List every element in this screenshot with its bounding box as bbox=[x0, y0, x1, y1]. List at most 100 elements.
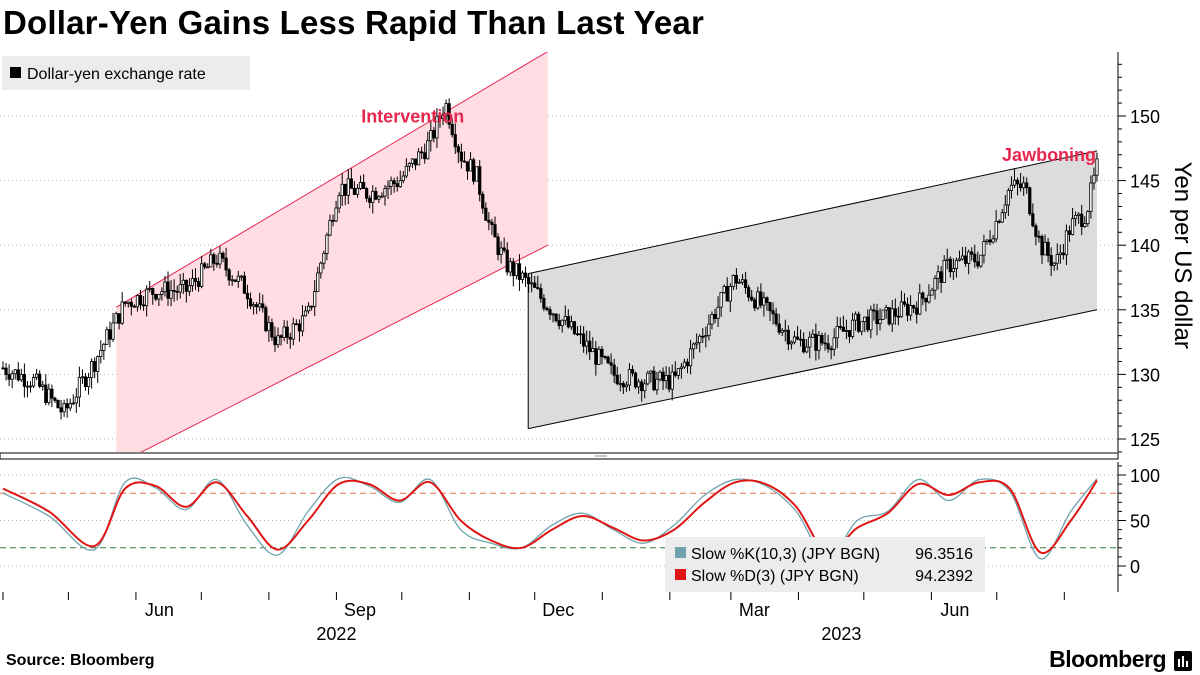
candle-body bbox=[520, 272, 525, 280]
candle-body bbox=[212, 254, 216, 264]
candle-body bbox=[218, 252, 222, 265]
candle-body bbox=[401, 175, 405, 182]
candle-body bbox=[1089, 182, 1093, 212]
candle-body bbox=[976, 261, 980, 267]
candle-body bbox=[102, 343, 106, 351]
candle-body bbox=[948, 258, 952, 273]
candle-body bbox=[44, 384, 48, 403]
candle-body bbox=[303, 310, 308, 317]
candle-body bbox=[462, 160, 467, 163]
candle-body bbox=[884, 307, 888, 311]
candle-body bbox=[1019, 183, 1023, 189]
candle-body bbox=[1006, 190, 1010, 206]
candle-body bbox=[960, 255, 965, 260]
candle-body bbox=[267, 322, 271, 332]
candle-body bbox=[853, 313, 858, 321]
candle-body bbox=[835, 326, 839, 339]
candle-body bbox=[1012, 179, 1017, 186]
x-tick-label: Mar bbox=[739, 600, 770, 620]
candle-body bbox=[780, 329, 784, 333]
candle-body bbox=[481, 193, 485, 209]
candle-body bbox=[96, 356, 100, 372]
legend-label-slow-d: Slow %D(3) (JPY BGN) bbox=[691, 568, 859, 585]
candle-body bbox=[410, 158, 415, 164]
candle-body bbox=[1052, 262, 1056, 266]
candle-body bbox=[1, 367, 5, 370]
candle-body bbox=[1080, 213, 1084, 228]
candle-body bbox=[200, 263, 204, 287]
candle-body bbox=[172, 290, 176, 292]
candle-body bbox=[893, 308, 897, 317]
candle-body bbox=[664, 375, 668, 382]
candle-body bbox=[578, 333, 583, 336]
candle-body bbox=[328, 219, 332, 236]
candle-body bbox=[493, 224, 497, 238]
candle-body bbox=[28, 385, 33, 388]
candle-body bbox=[423, 152, 427, 160]
candle-body bbox=[676, 368, 680, 376]
candle-body bbox=[908, 305, 913, 316]
candle-body bbox=[1083, 223, 1087, 228]
candle-body bbox=[633, 372, 638, 388]
candle-body bbox=[896, 315, 900, 318]
candle-body bbox=[701, 335, 705, 338]
x-tick-label: Sep bbox=[344, 600, 376, 620]
candle-body bbox=[288, 336, 292, 340]
oscillator-y-tick-label: 50 bbox=[1130, 512, 1150, 532]
candle-body bbox=[734, 275, 739, 284]
candle-body bbox=[618, 383, 622, 385]
candle-body bbox=[838, 326, 842, 328]
candle-body bbox=[600, 348, 604, 357]
candle-body bbox=[306, 305, 311, 312]
candle-body bbox=[279, 335, 283, 338]
candle-body bbox=[875, 310, 879, 325]
candle-body bbox=[695, 342, 699, 345]
candle-body bbox=[933, 277, 937, 291]
candle-body bbox=[386, 185, 390, 190]
candle-body bbox=[621, 383, 625, 388]
y-tick-label: 125 bbox=[1130, 430, 1160, 450]
candle-body bbox=[117, 313, 121, 324]
channel-upper-line-pink bbox=[116, 52, 548, 308]
candle-body bbox=[1040, 236, 1044, 256]
candle-body bbox=[331, 219, 335, 222]
candle-body bbox=[728, 286, 732, 302]
candle-body bbox=[398, 180, 402, 188]
candle-body bbox=[798, 338, 803, 341]
candle-body bbox=[371, 190, 375, 203]
candle-body bbox=[151, 288, 155, 295]
candle-body bbox=[349, 178, 353, 189]
candle-body bbox=[704, 335, 708, 338]
candle-body bbox=[539, 288, 543, 299]
candle-body bbox=[743, 279, 748, 288]
candle-body bbox=[138, 295, 143, 306]
oscillator-legend-box bbox=[665, 537, 985, 592]
candle-body bbox=[624, 384, 628, 388]
candle-body bbox=[10, 373, 14, 380]
candle-body bbox=[420, 151, 424, 154]
candle-body bbox=[209, 254, 213, 268]
candle-body bbox=[832, 337, 836, 350]
candle-body bbox=[50, 388, 54, 399]
candle-body bbox=[829, 348, 833, 351]
candle-body bbox=[432, 130, 436, 139]
candle-body bbox=[542, 298, 546, 309]
candle-body bbox=[221, 252, 225, 259]
channel-upper-line-gray bbox=[528, 150, 1098, 275]
candle-body bbox=[148, 288, 152, 290]
candle-body bbox=[190, 278, 195, 287]
candle-body bbox=[545, 307, 549, 310]
candle-body bbox=[649, 370, 653, 374]
candle-body bbox=[572, 321, 577, 335]
candle-body bbox=[355, 187, 360, 195]
candle-body bbox=[765, 297, 769, 303]
candle-body bbox=[291, 323, 295, 340]
oscillator-y-tick-label: 100 bbox=[1130, 466, 1160, 486]
candle-body bbox=[129, 301, 133, 307]
candle-body bbox=[915, 307, 919, 315]
candle-body bbox=[731, 275, 735, 287]
candle-body bbox=[646, 372, 650, 385]
candle-body bbox=[1064, 230, 1069, 256]
candle-body bbox=[392, 180, 396, 185]
candle-body bbox=[560, 319, 564, 326]
